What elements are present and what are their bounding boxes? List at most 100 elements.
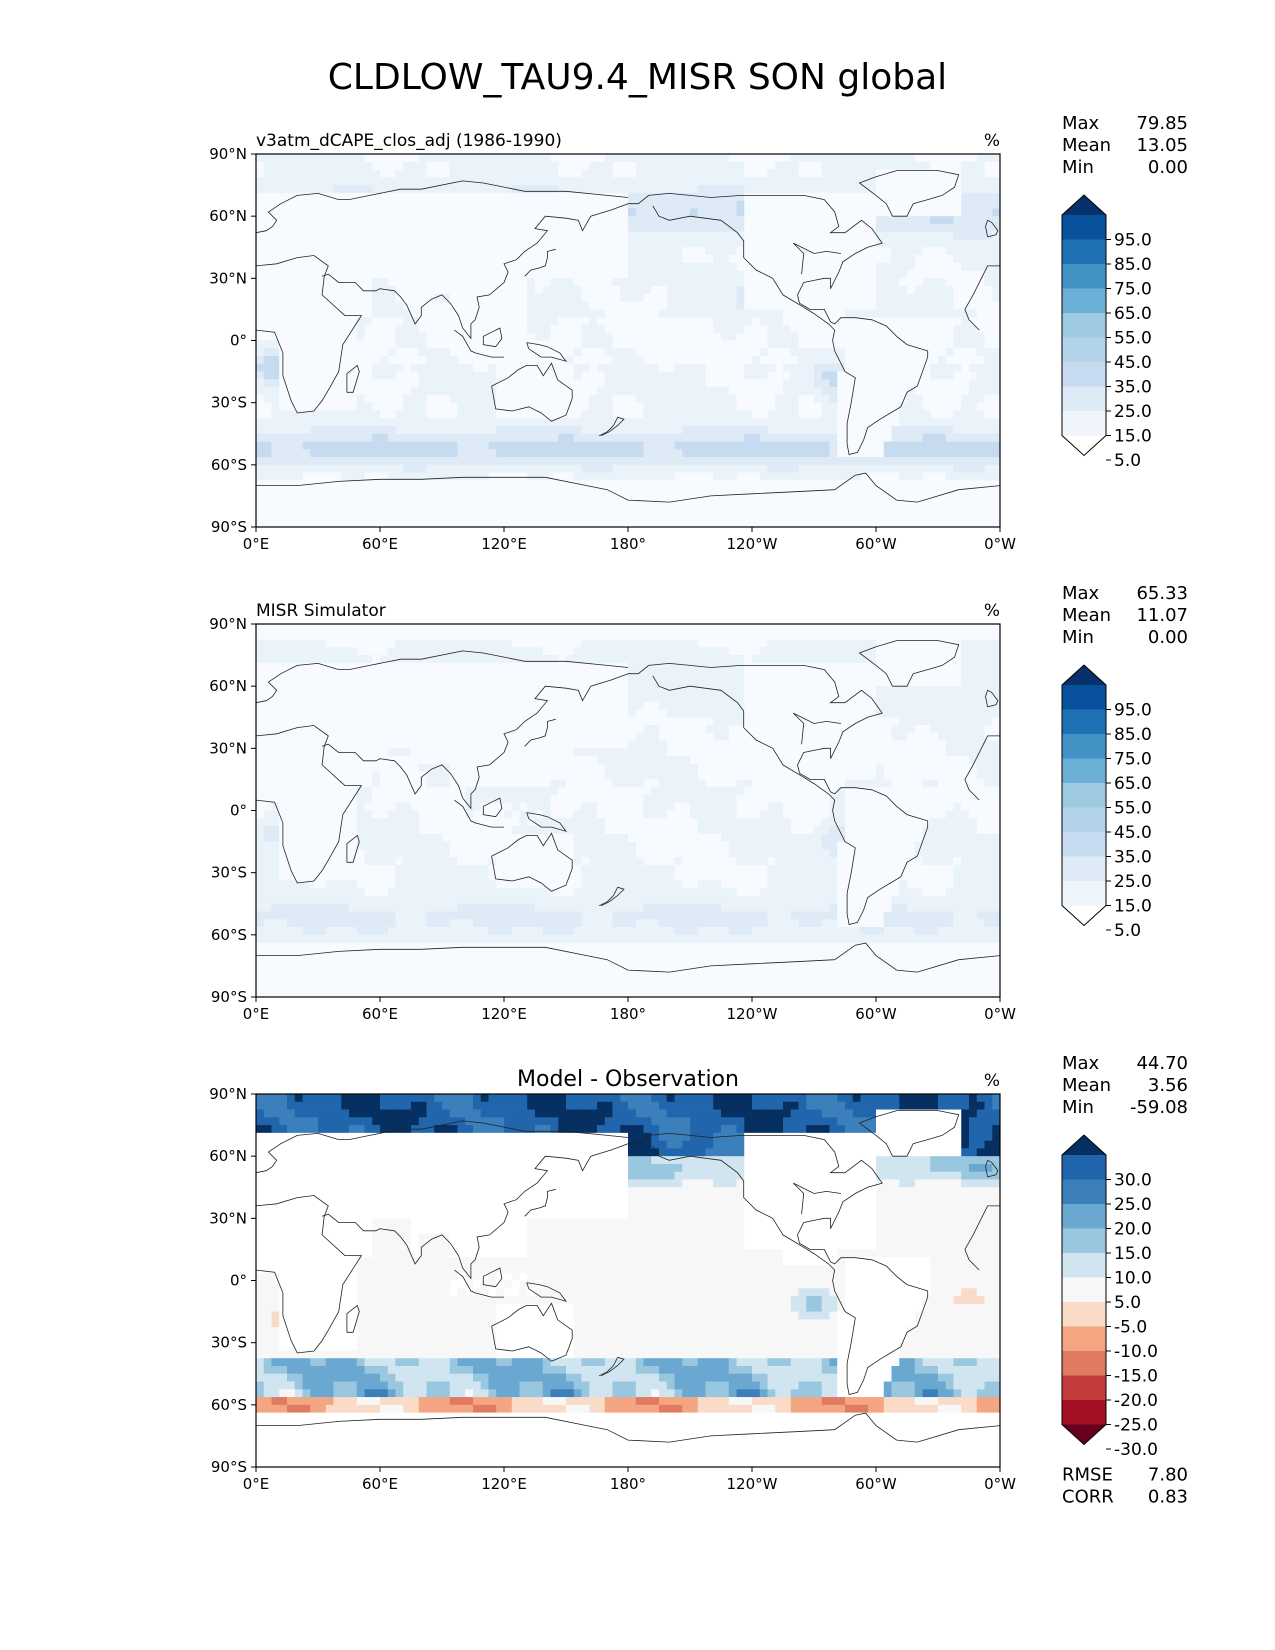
map-cell [535,177,544,186]
map-cell [953,472,962,481]
map-cell [961,402,970,411]
map-cell [845,208,854,217]
map-cell [550,464,559,473]
map-cell [488,177,497,186]
map-cell [566,340,575,349]
map-cell [550,472,559,481]
map-cell [442,262,451,271]
map-cell [930,511,939,520]
map-cell [752,363,761,372]
map-cell [488,356,497,365]
map-cell [604,441,613,450]
map-cell [589,270,598,279]
map-cell [744,410,753,419]
map-cell [473,379,482,388]
map-cell [705,418,714,427]
map-cell [403,262,412,271]
map-cell [442,495,451,505]
map-cell [690,425,699,435]
map-cell [914,624,923,633]
map-cell [651,503,660,512]
map-cell [953,247,962,256]
map-cell [349,208,358,217]
map-cell [837,169,846,178]
map-cell [356,402,365,411]
map-cell [682,410,691,419]
map-cell [411,317,420,326]
map-cell [938,631,947,640]
map-cell [473,433,482,442]
map-cell [387,185,396,194]
map-cell [457,262,466,271]
map-cell [573,270,582,279]
map-cell [821,402,830,411]
map-cell [891,449,900,458]
map-cell [333,161,342,170]
map-cell [364,270,373,279]
map-cell [496,340,505,349]
map-cell [992,348,1001,357]
map-cell [263,169,272,178]
map-cell [589,441,598,450]
map-cell [457,472,466,481]
map-cell [860,410,869,419]
map-cell [473,363,482,372]
coastline [482,327,503,348]
map-cell [705,293,714,303]
map-cell [395,511,404,520]
map-cell [790,639,799,648]
map-cell [411,410,420,419]
map-cell [659,200,668,209]
map-cell [597,239,606,248]
map-cell [535,255,544,264]
map-cell [488,286,497,295]
map-cell [907,464,916,473]
map-cell [860,348,869,357]
stat-label: Min [1062,157,1094,178]
map-cell [473,216,482,225]
map-cell [961,169,970,178]
map-cell [969,239,978,248]
map-cell [767,425,776,435]
map-cell [318,340,327,349]
map-cell [449,348,458,357]
map-cell [659,495,668,505]
map-cell [535,519,544,528]
map-cell [736,402,745,411]
map-cell [480,356,489,365]
map-cell [713,503,722,512]
map-cell [992,154,1001,163]
map-cell [775,262,784,271]
map-cell [759,387,768,396]
map-cell [566,177,575,186]
map-cell [271,418,280,427]
map-cell [542,464,551,473]
map-cell [837,495,846,505]
map-cell [852,511,861,520]
map-cell [271,488,280,497]
map-cell [814,177,823,186]
y-tick-label: 30°S [211,394,247,412]
map-cell [550,239,559,248]
map-cell [418,511,427,520]
map-cell [519,286,528,295]
map-cell [604,449,613,458]
map-cell [635,449,644,458]
map-cell [736,324,745,334]
map-cell [294,185,303,194]
map-cell [922,503,931,512]
map-cell [659,511,668,520]
map-cell [612,441,621,450]
map-cell [659,161,668,170]
map-cell [961,200,970,209]
map-cell [821,270,830,279]
map-cell [387,239,396,248]
map-cell [395,363,404,372]
map-cell [798,192,807,202]
map-cell [674,154,683,163]
map-cell [294,480,303,489]
map-cell [969,387,978,396]
map-cell [620,464,629,473]
map-cell [504,177,513,186]
map-cell [821,519,830,528]
